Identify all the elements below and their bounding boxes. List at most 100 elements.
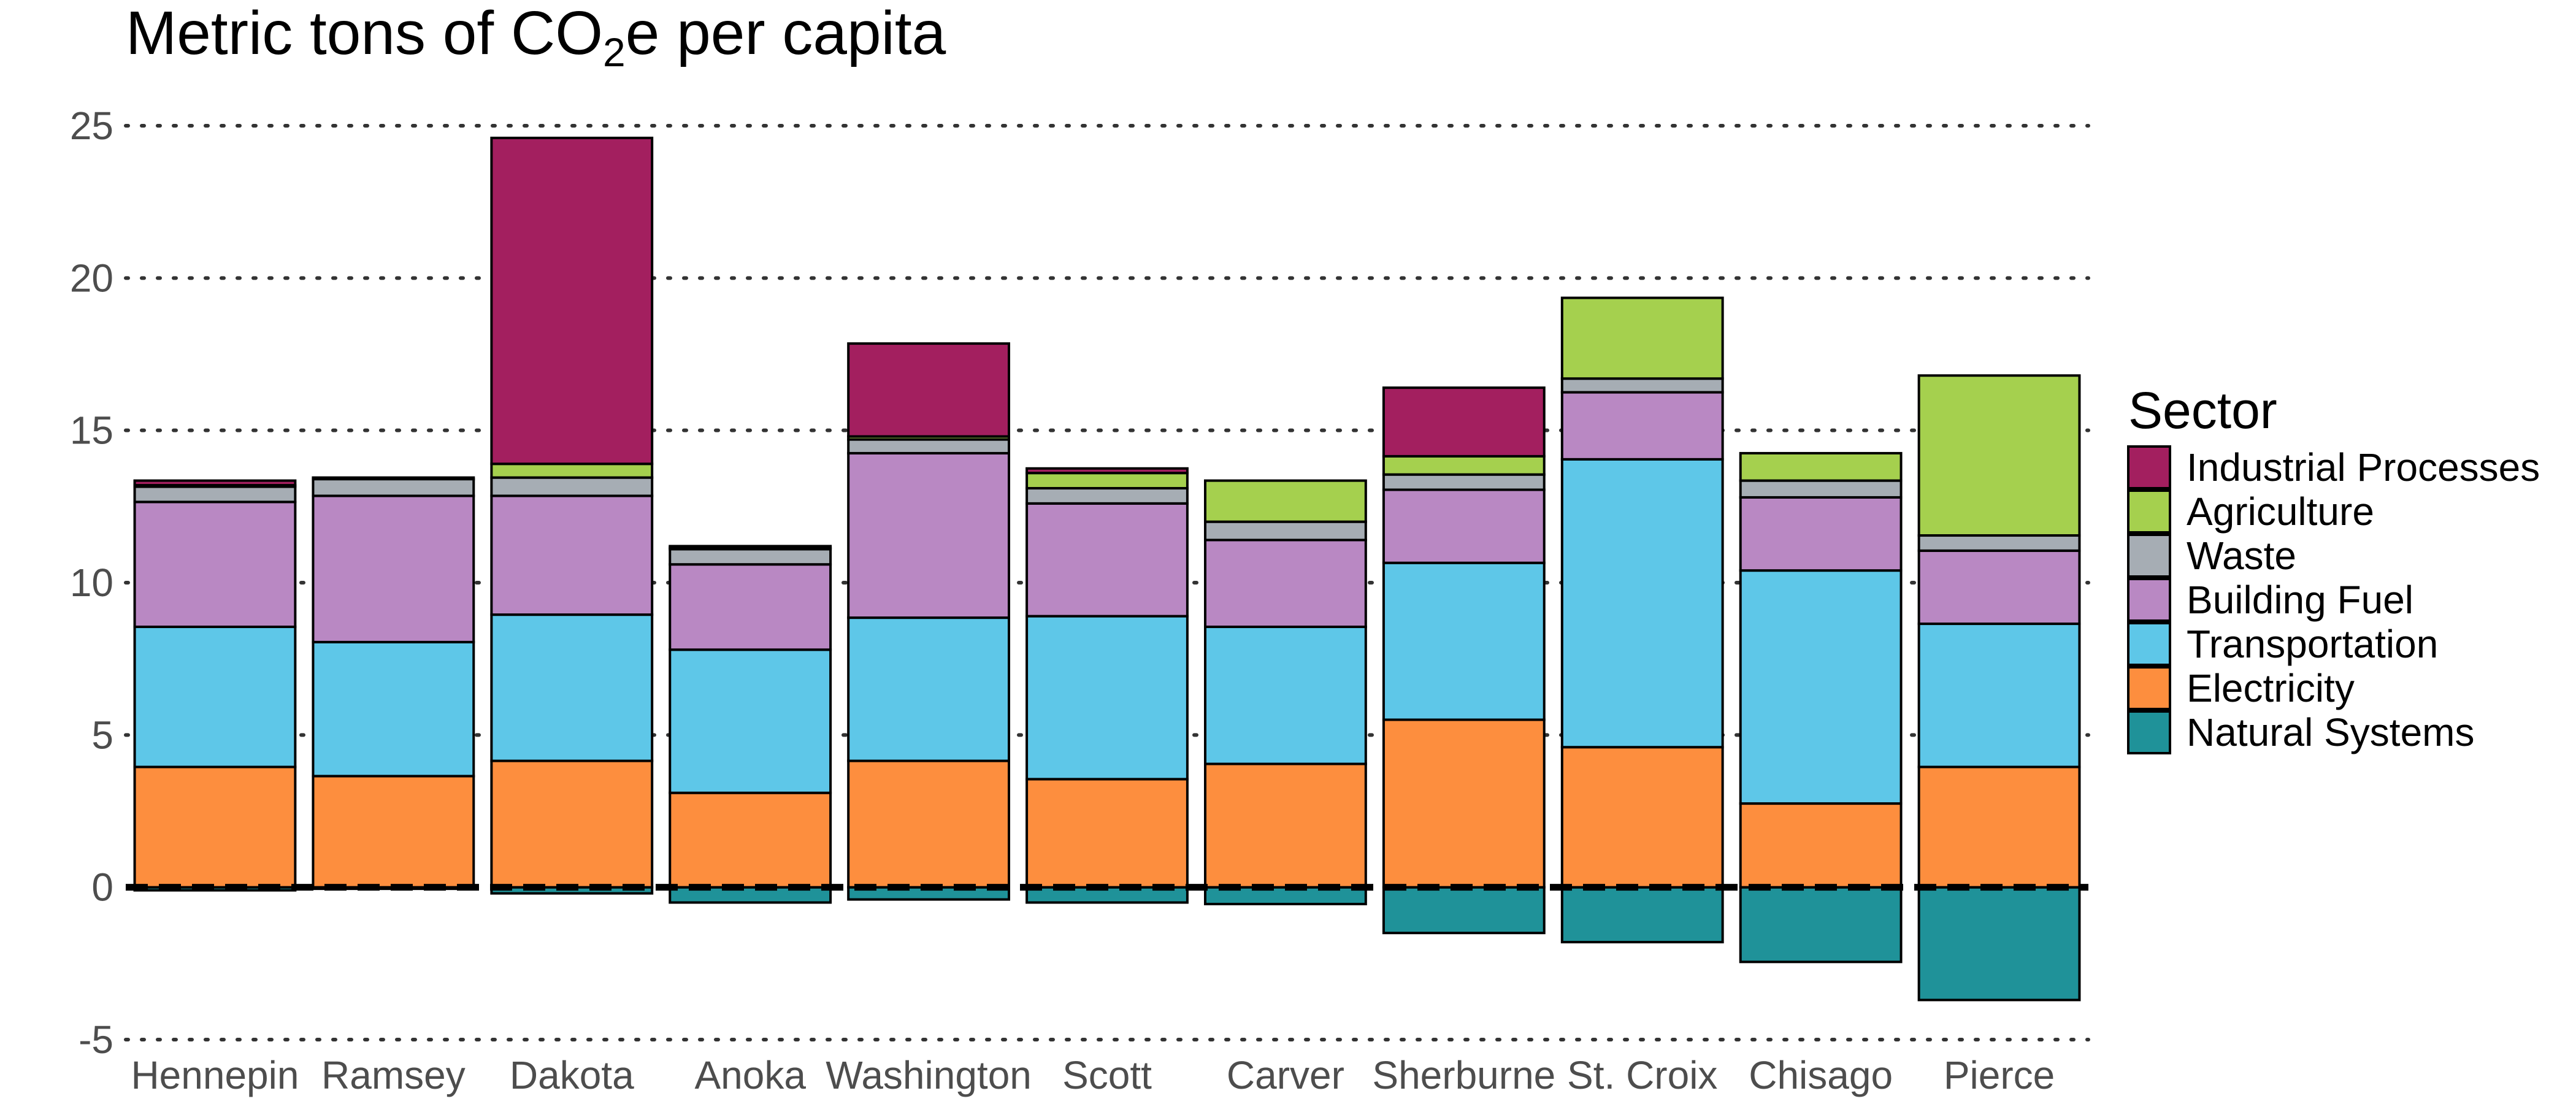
- legend-label: Electricity: [2187, 666, 2355, 710]
- bar-segment-electricity: [312, 775, 475, 889]
- bar-segment-transportation: [133, 626, 297, 769]
- bar-segment-building-fuel: [312, 494, 475, 643]
- chart-title: Metric tons of CO2e per capita: [126, 0, 946, 75]
- bar-segment-electricity: [1204, 762, 1367, 889]
- bar-segment-electricity: [669, 791, 832, 889]
- bar-segment-agriculture: [490, 462, 654, 479]
- bar-segment-waste: [1204, 520, 1367, 542]
- bar-segment-building-fuel: [1917, 549, 2081, 626]
- bar-segment-agriculture: [1204, 479, 1367, 523]
- bar-segment-transportation: [1917, 623, 2081, 769]
- y-tick-label: -5: [79, 1018, 113, 1062]
- y-tick-label: 5: [91, 713, 113, 757]
- bar-segment-waste: [669, 548, 832, 566]
- bar-segment-transportation: [312, 640, 475, 778]
- bar-segment-waste: [1560, 377, 1724, 394]
- legend: Sector Industrial ProcessesAgricultureWa…: [2127, 381, 2540, 754]
- bar-segment-industrial-processes: [490, 136, 654, 466]
- bar-segment-building-fuel: [1739, 496, 1903, 572]
- x-tick-label: St. Croix: [1567, 1053, 1717, 1097]
- bar-segment-agriculture: [1382, 454, 1546, 476]
- bar-segment-electricity: [490, 759, 654, 889]
- y-tick-label: 25: [70, 104, 113, 148]
- bar-segment-building-fuel: [1560, 391, 1724, 461]
- bar-segment-transportation: [1739, 569, 1903, 805]
- bar-segment-waste: [1025, 487, 1189, 505]
- bar-segment-waste: [847, 438, 1010, 454]
- bar-segment-electricity: [133, 765, 297, 889]
- bar-segment-industrial-processes: [669, 545, 832, 549]
- y-tick-label: 20: [70, 256, 113, 300]
- bar-segment-natural-systems: [1382, 886, 1546, 935]
- y-tick-label: 10: [70, 561, 113, 605]
- y-tick-label: 15: [70, 408, 113, 453]
- chart-title-suffix: e per capita: [626, 0, 946, 67]
- x-tick-label: Ramsey: [321, 1053, 466, 1097]
- y-tick-label: 0: [91, 865, 113, 910]
- bar-segment-agriculture: [1739, 451, 1903, 482]
- x-tick-label: Hennepin: [131, 1053, 299, 1097]
- bar-segment-waste: [1739, 479, 1903, 499]
- bar-segment-natural-systems: [1560, 886, 1724, 944]
- bar-segment-natural-systems: [1739, 886, 1903, 964]
- bar-segment-agriculture: [1560, 296, 1724, 380]
- x-tick-label: Scott: [1062, 1053, 1152, 1097]
- legend-key: [2127, 489, 2171, 534]
- x-tick-label: Carver: [1227, 1053, 1344, 1097]
- bar-segment-agriculture: [1025, 472, 1189, 490]
- x-tick-label: Pierce: [1944, 1053, 2055, 1097]
- bar-segment-industrial-processes: [1025, 467, 1189, 475]
- legend-label: Transportation: [2187, 622, 2438, 666]
- bar-segment-building-fuel: [669, 563, 832, 651]
- bar-segment-industrial-processes: [133, 479, 297, 487]
- bar-segment-building-fuel: [847, 451, 1010, 619]
- bar-segment-waste: [1382, 473, 1546, 491]
- bar-segment-industrial-processes: [847, 342, 1010, 438]
- legend-key: [2127, 534, 2171, 578]
- x-tick-label: Chisago: [1749, 1053, 1893, 1097]
- bar-segment-natural-systems: [1917, 886, 2081, 1002]
- legend-label: Natural Systems: [2187, 710, 2474, 754]
- legend-key: [2127, 578, 2171, 622]
- bar-segment-electricity: [1917, 765, 2081, 889]
- bar-segment-building-fuel: [1204, 539, 1367, 629]
- x-tick-label: Dakota: [510, 1053, 634, 1097]
- bar-segment-building-fuel: [133, 500, 297, 629]
- legend-label: Waste: [2187, 534, 2296, 578]
- bar-segment-electricity: [1382, 718, 1546, 889]
- bar-segment-building-fuel: [490, 494, 654, 616]
- chart-title-subscript: 2: [603, 29, 626, 75]
- x-axis-labels: Hennepin Ramsey Dakota Anoka Washington Scott…: [131, 1053, 2055, 1097]
- legend-key: [2127, 622, 2171, 666]
- x-tick-label: Sherburne: [1372, 1053, 1555, 1097]
- bar-segment-transportation: [1204, 626, 1367, 765]
- legend-title: Sector: [2128, 381, 2277, 439]
- bar-segment-building-fuel: [1025, 502, 1189, 618]
- legend-key: [2127, 445, 2171, 489]
- bars: [126, 136, 2088, 1002]
- bar-segment-transportation: [847, 616, 1010, 762]
- legend-key: [2127, 666, 2171, 710]
- legend-label: Agriculture: [2187, 489, 2374, 534]
- bar-segment-waste: [1917, 534, 2081, 552]
- bar-segment-waste: [490, 476, 654, 497]
- bar-segment-waste: [312, 478, 475, 497]
- bar-segment-electricity: [1560, 746, 1724, 889]
- legend-label: Building Fuel: [2187, 578, 2413, 622]
- bar-segment-transportation: [1382, 561, 1546, 721]
- bar-segment-transportation: [669, 648, 832, 794]
- bar-segment-building-fuel: [1382, 488, 1546, 564]
- bar-segment-electricity: [847, 759, 1010, 889]
- x-tick-label: Anoka: [694, 1053, 806, 1097]
- legend-label: Industrial Processes: [2187, 445, 2540, 489]
- bar-segment-electricity: [1025, 778, 1189, 889]
- bar-segment-transportation: [490, 613, 654, 762]
- bar-segment-agriculture: [1917, 374, 2081, 537]
- bar-segment-waste: [133, 485, 297, 504]
- bar-segment-transportation: [1560, 458, 1724, 749]
- bar-segment-industrial-processes: [312, 476, 475, 481]
- bar-segment-transportation: [1025, 615, 1189, 781]
- y-axis: -5 0 5 10 15 20 25: [70, 104, 113, 1062]
- legend-key: [2127, 710, 2171, 754]
